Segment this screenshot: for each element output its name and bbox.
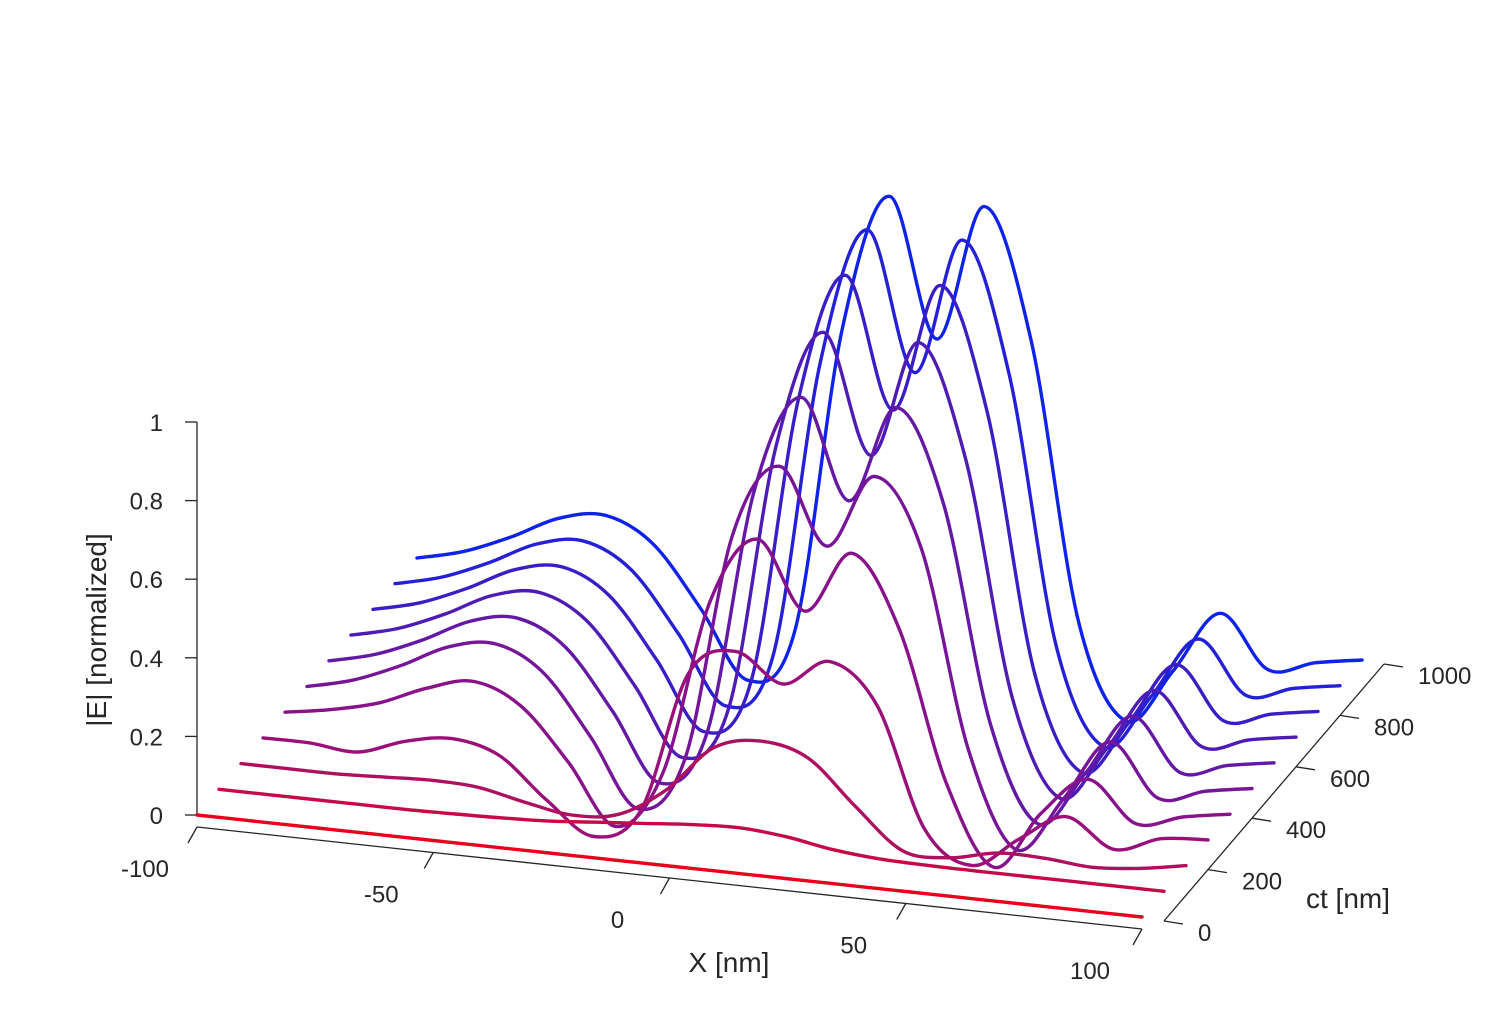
y-axis-label: ct [nm]: [1306, 883, 1390, 914]
x-axis-label: X [nm]: [689, 947, 770, 978]
series-line-ct-400: [283, 537, 1232, 870]
y-tick-label: 400: [1286, 817, 1326, 844]
z-tick-label: 1: [150, 410, 163, 437]
y-tick-mark: [1383, 663, 1404, 668]
axis-labels: X [nm] ct [nm] |E| [normalized]: [81, 533, 1390, 978]
series-line-ct-900: [393, 228, 1342, 750]
x-tick-mark: [423, 852, 434, 869]
x-tick-label: 0: [611, 907, 624, 934]
series-line-ct-700: [349, 330, 1298, 801]
y-tick-label: 600: [1330, 766, 1370, 793]
series-line-ct-0: [195, 813, 1144, 919]
z-tick-label: 0: [150, 803, 163, 830]
series-line-ct-1000: [415, 194, 1364, 724]
y-tick-label: 0: [1198, 920, 1211, 947]
y-tick-label: 1000: [1418, 663, 1471, 690]
y-axis-line: [1163, 663, 1385, 922]
y-tick-mark: [1251, 817, 1272, 822]
y-tick-mark: [1163, 920, 1184, 925]
y-tick-mark: [1295, 766, 1316, 771]
axes: 00.20.40.60.81-100-500501000200400600800…: [121, 410, 1471, 985]
z-tick-label: 0.8: [130, 489, 163, 516]
z-tick-label: 0.4: [130, 646, 163, 673]
series-line-ct-200: [239, 738, 1188, 871]
z-axis-label: |E| [normalized]: [81, 533, 112, 727]
x-tick-label: -50: [364, 882, 399, 909]
series-line-ct-600: [327, 395, 1276, 827]
x-tick-mark: [896, 903, 907, 920]
y-tick-label: 800: [1374, 714, 1414, 741]
x-tick-label: -100: [121, 856, 169, 883]
x-tick-mark: [1132, 928, 1143, 946]
z-tick-label: 0.2: [130, 724, 163, 751]
x-tick-mark: [659, 877, 671, 895]
x-tick-label: 50: [840, 933, 867, 960]
y-tick-label: 200: [1242, 869, 1282, 896]
series-line-ct-300: [261, 648, 1210, 868]
x-tick-mark: [187, 826, 198, 844]
z-tick-label: 0.6: [130, 567, 163, 594]
y-tick-mark: [1339, 714, 1360, 720]
x-tick-label: 100: [1070, 958, 1110, 985]
y-tick-mark: [1207, 868, 1228, 874]
series-line-ct-100: [217, 787, 1166, 893]
series-curves: [195, 194, 1364, 919]
series-line-ct-500: [305, 464, 1254, 853]
